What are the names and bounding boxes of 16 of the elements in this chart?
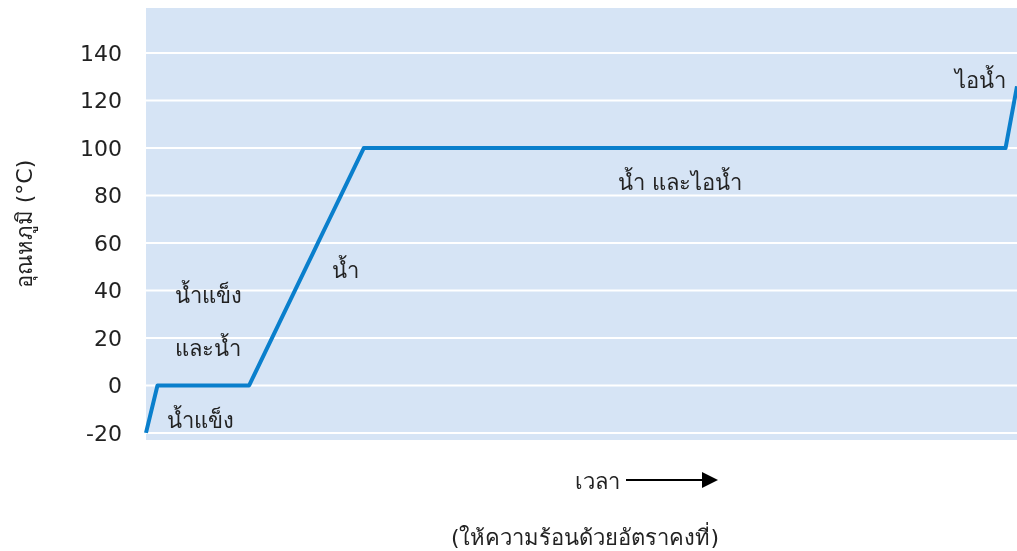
x-axis-title: เวลา [575, 469, 620, 494]
y-tick-label: 0 [108, 373, 122, 399]
y-tick-label: 80 [94, 183, 122, 209]
annotation: น้ำ [331, 254, 359, 283]
y-tick-label: 140 [80, 40, 122, 66]
text: (ให้ความร้อนด้วยอัตราคงที่) [450, 521, 720, 550]
y-tick-label: -20 [86, 420, 122, 446]
y-tick-label: 120 [80, 88, 122, 114]
annotation: ไอน้ำ [952, 64, 1006, 93]
annotation: น้ำแข็ง [166, 404, 234, 433]
y-tick-label: 100 [80, 135, 122, 161]
y-axis-title: อุณหภูมิ (°C) [12, 159, 38, 289]
annotation: น้ำ และไอน้ำ [618, 166, 742, 195]
y-tick-label: 60 [94, 230, 122, 256]
y-tick-label: 20 [94, 325, 122, 351]
y-tick-label: 40 [94, 278, 122, 304]
